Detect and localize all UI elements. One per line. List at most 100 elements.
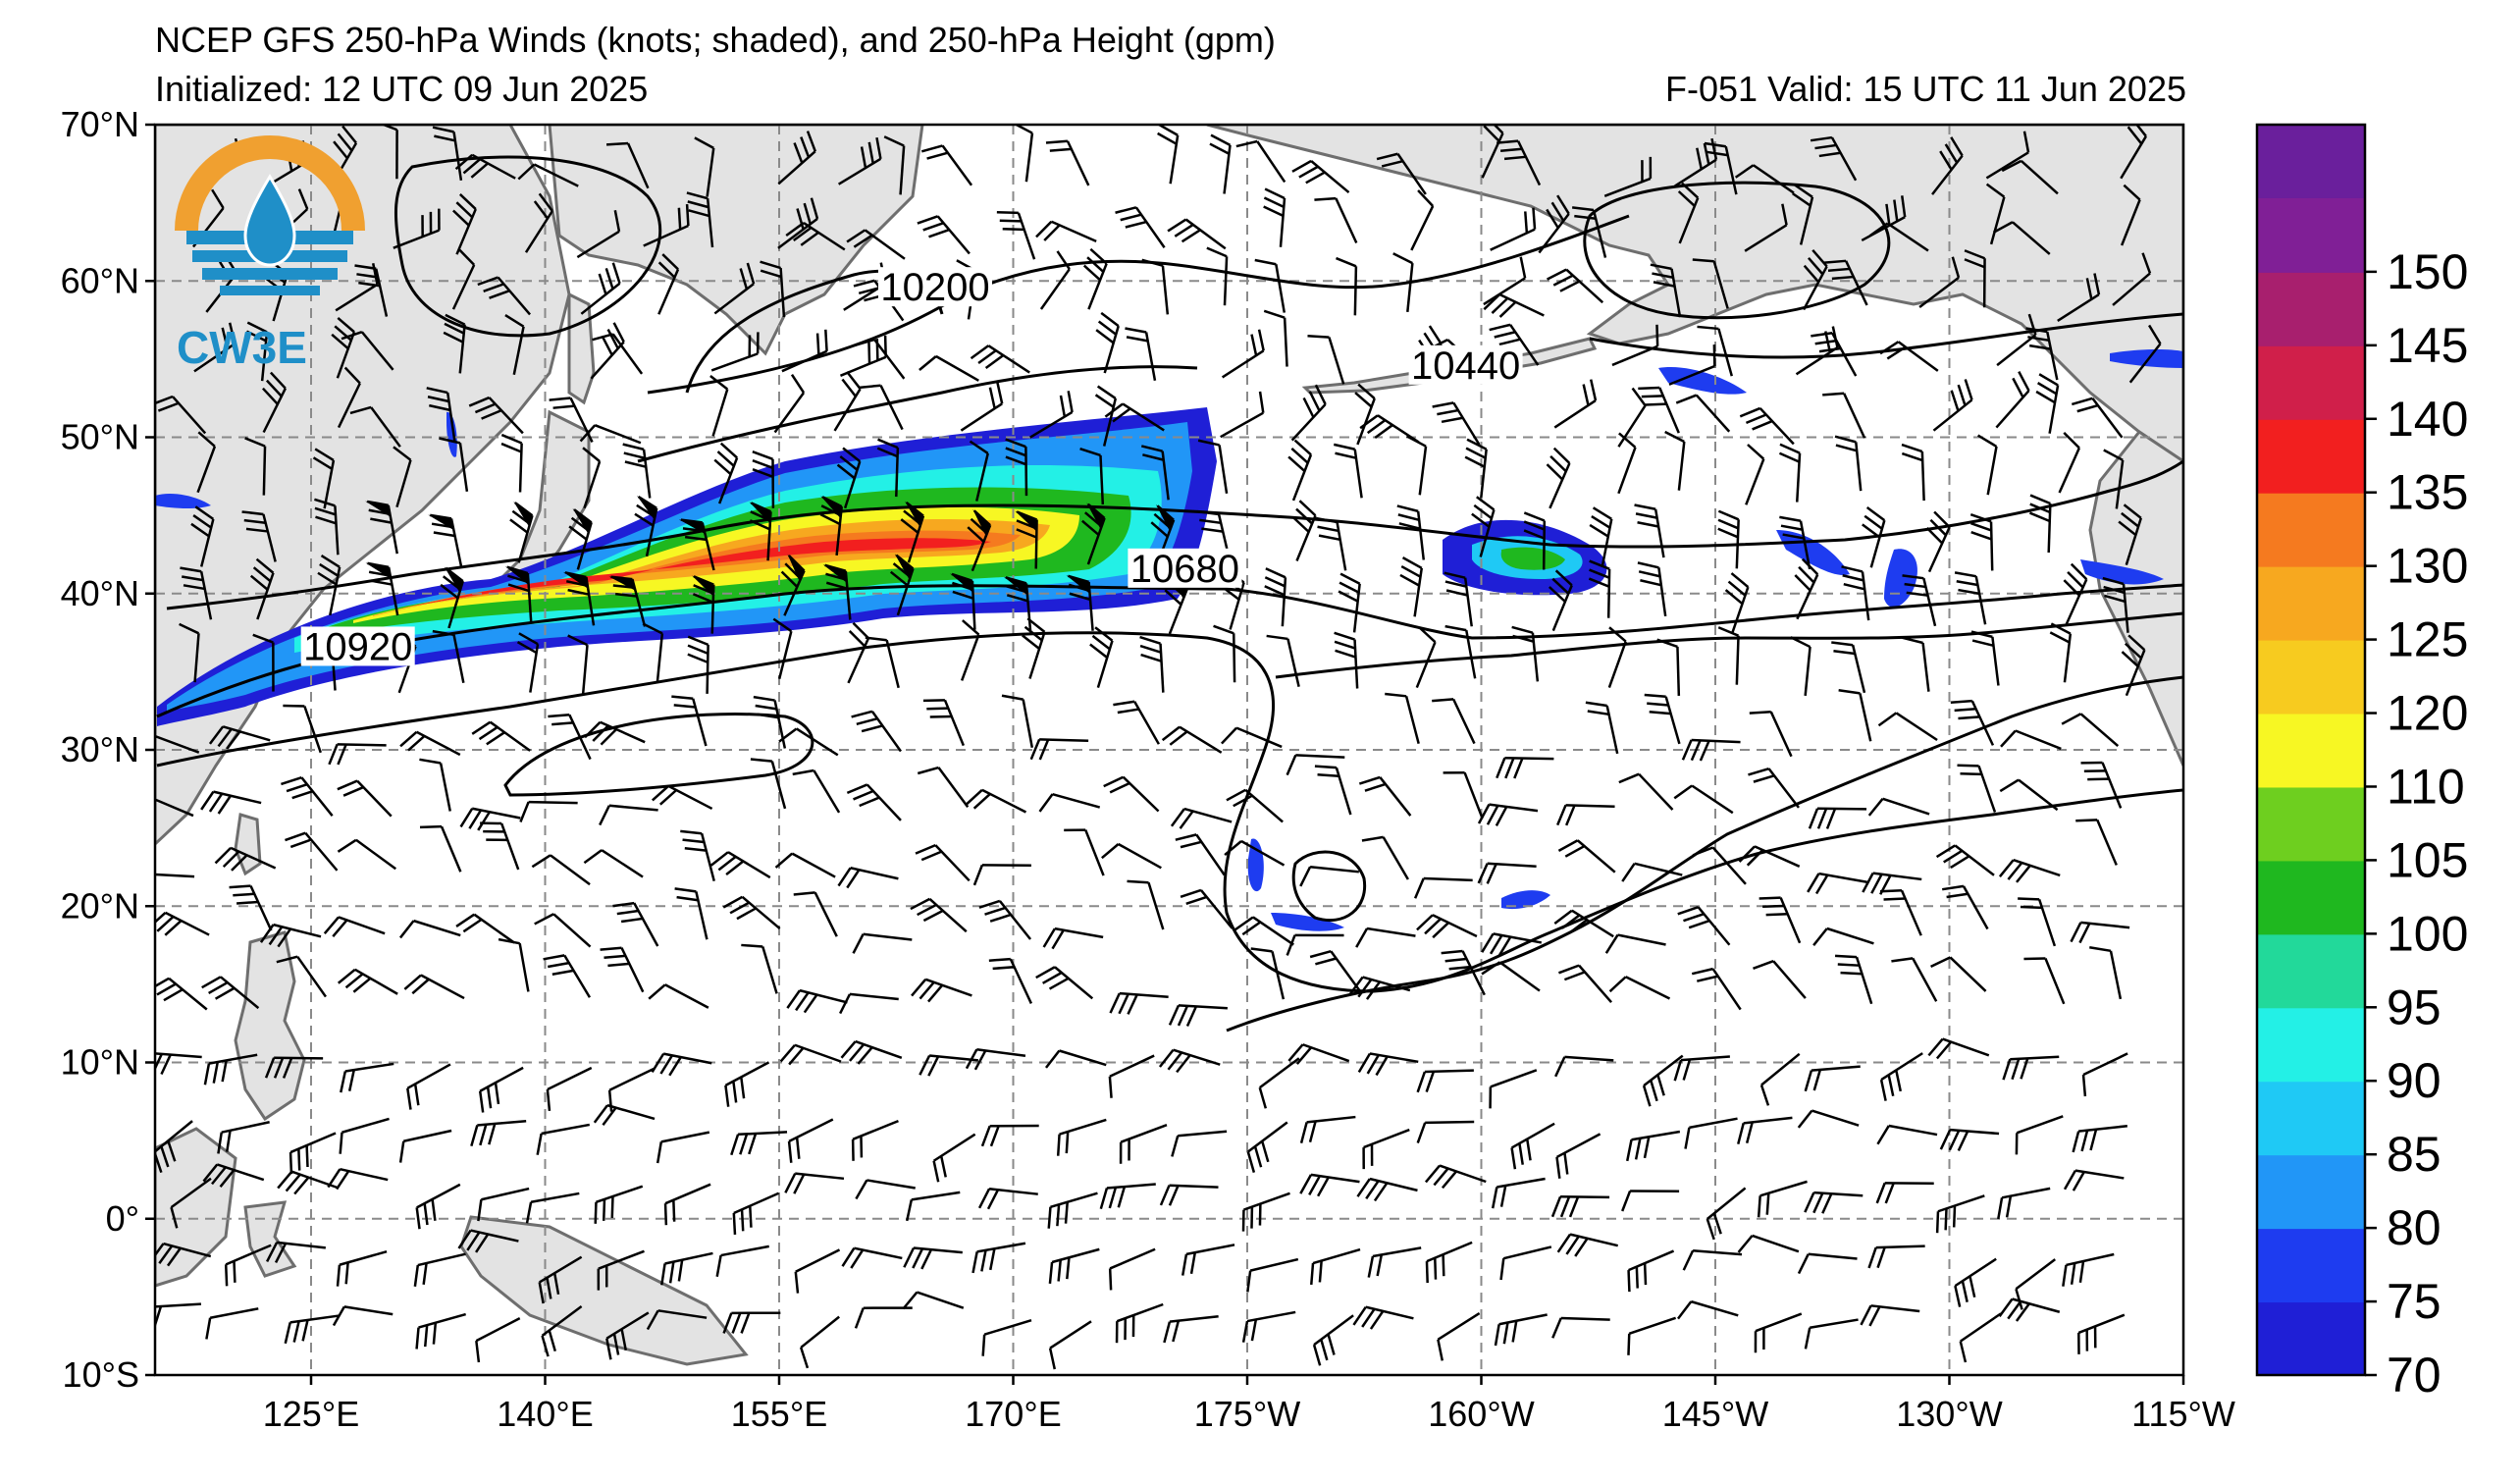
wind-barb xyxy=(459,807,521,831)
wind-barb xyxy=(1861,195,1907,242)
wind-barb xyxy=(1406,435,1428,496)
wind-barb xyxy=(1675,394,1731,433)
wind-barb xyxy=(760,260,786,318)
wind-barb xyxy=(722,1311,781,1334)
wind-barb xyxy=(836,447,862,509)
wind-barb xyxy=(965,788,1027,814)
wind-barb xyxy=(1338,572,1361,633)
wind-barb xyxy=(1997,1187,2051,1220)
wind-barb xyxy=(1697,325,1733,377)
wind-barb xyxy=(2028,494,2052,554)
wind-barb xyxy=(671,695,708,747)
wind-barb xyxy=(477,1187,530,1222)
wind-barb xyxy=(732,1192,780,1235)
colorbar-segment xyxy=(2257,1007,2365,1083)
shade-patch-4 xyxy=(2080,559,2164,585)
contour-10680 xyxy=(166,459,2183,610)
wind-barb xyxy=(276,955,327,998)
wind-barb xyxy=(1496,139,1542,186)
wind-barb xyxy=(819,496,844,556)
wind-barb xyxy=(2089,946,2123,1000)
wind-barb xyxy=(259,923,322,948)
wind-barb xyxy=(1079,447,1105,504)
wind-barb xyxy=(741,943,778,994)
wind-barb xyxy=(2001,159,2059,195)
wind-barb xyxy=(967,509,992,572)
init-time: Initialized: 12 UTC 09 Jun 2025 xyxy=(155,69,649,109)
wind-barb xyxy=(1901,636,1930,692)
wind-barb xyxy=(1626,1130,1681,1162)
land-sulawesi xyxy=(243,1200,297,1278)
wind-barb xyxy=(541,1305,583,1357)
wind-barb xyxy=(1108,1247,1156,1291)
wind-barb xyxy=(859,384,904,431)
wind-barb xyxy=(1396,504,1426,560)
wind-barb xyxy=(1959,1312,2002,1363)
wind-barb xyxy=(328,743,387,766)
wind-barb xyxy=(1103,775,1160,813)
wind-barb xyxy=(960,619,980,681)
colorbar-label: 95 xyxy=(2387,980,2441,1034)
wind-barb xyxy=(1879,341,1939,372)
wind-barb xyxy=(865,636,900,689)
wind-barb xyxy=(1095,311,1120,374)
contour-label-bg xyxy=(1128,548,1242,588)
wind-barb xyxy=(1555,1133,1601,1179)
wind-barb xyxy=(1039,250,1071,310)
wind-barb xyxy=(600,946,645,993)
wind-barb xyxy=(340,1062,394,1093)
wind-barb xyxy=(1066,574,1094,631)
wind-barb xyxy=(1159,1184,1219,1206)
wind-barb xyxy=(1676,1299,1739,1320)
wind-barb xyxy=(1056,1118,1107,1156)
wind-barb xyxy=(1930,956,1987,992)
wind-barb xyxy=(784,1172,845,1194)
wind-barb xyxy=(354,264,389,317)
wind-barb xyxy=(205,1307,259,1340)
wind-barb xyxy=(840,1039,903,1065)
wind-barb xyxy=(1608,976,1671,1000)
wind-barb xyxy=(548,714,592,761)
wind-barb xyxy=(1932,379,1973,432)
wind-barb xyxy=(1263,187,1286,247)
wind-barb xyxy=(1358,775,1412,817)
wind-barb xyxy=(217,1121,270,1154)
wind-barb xyxy=(1167,218,1227,250)
wind-barb xyxy=(1443,770,1484,820)
wind-barb xyxy=(1717,509,1740,569)
shade-patch-10 xyxy=(446,411,457,457)
wind-barb xyxy=(1140,445,1170,501)
wind-barb xyxy=(605,1311,650,1360)
wind-barb xyxy=(971,1242,1026,1274)
land-alaska xyxy=(1206,125,2183,463)
wind-barb xyxy=(337,968,398,995)
colorbar-segment xyxy=(2257,344,2365,420)
wind-barb xyxy=(1108,1054,1155,1098)
wind-barb xyxy=(1691,967,1742,1011)
wind-barb xyxy=(1637,561,1667,617)
wind-barb xyxy=(822,563,852,620)
wind-barb xyxy=(1356,1177,1418,1202)
wind-barb xyxy=(1692,846,1747,885)
wind-barb xyxy=(750,758,787,810)
wind-barb xyxy=(196,431,217,494)
wind-barb xyxy=(1611,324,1659,367)
wind-barb xyxy=(426,387,456,442)
wind-barb xyxy=(1992,221,2051,255)
wind-barb xyxy=(1638,386,1680,434)
wind-barb xyxy=(245,321,269,382)
wind-barb xyxy=(455,913,515,944)
wind-barb xyxy=(612,901,659,947)
wind-barb xyxy=(1717,626,1740,685)
wind-barb xyxy=(1804,1191,1864,1214)
wind-barb xyxy=(1546,447,1571,509)
wind-barb xyxy=(2015,1258,2057,1310)
wind-barb xyxy=(536,1123,591,1155)
wind-barb xyxy=(1556,1233,1618,1257)
colorbar-label: 70 xyxy=(2387,1348,2441,1403)
wind-barb xyxy=(1496,757,1554,779)
wind-barb xyxy=(786,988,848,1014)
contour-labels: 10200 10440 10680 10920 xyxy=(300,266,1523,668)
wind-barb xyxy=(415,1312,466,1350)
